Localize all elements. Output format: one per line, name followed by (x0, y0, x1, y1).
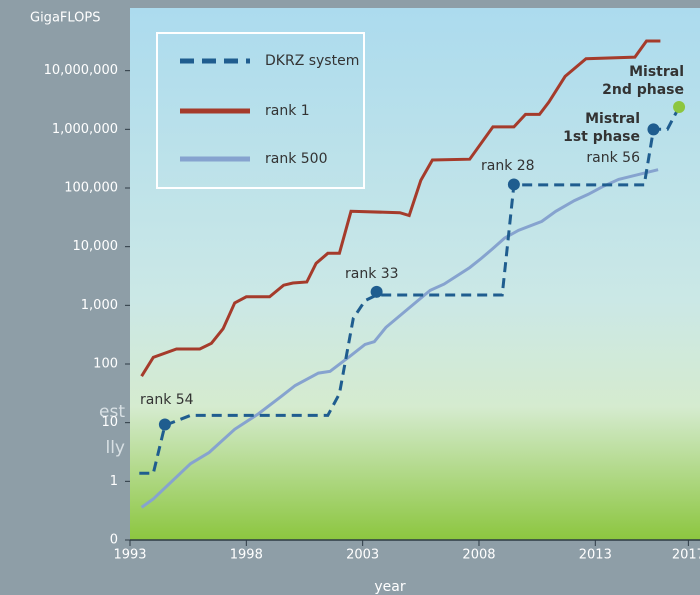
annotation: 2nd phase (602, 82, 684, 98)
annotation: rank 54 (140, 392, 194, 408)
point-marker (370, 285, 383, 298)
point-marker (507, 178, 520, 191)
x-tick-label: 2013 (579, 548, 612, 563)
y-tick-label: 1,000,000 (52, 122, 118, 137)
annotation: rank 33 (345, 266, 399, 282)
legend-box (156, 32, 365, 189)
y-tick-label: 100,000 (64, 181, 118, 196)
x-axis-label: year (374, 579, 405, 595)
y-tick-label: 100 (93, 357, 118, 372)
x-tick-label: 2017 (672, 548, 700, 563)
plot-area (130, 8, 700, 540)
annotation: Mistral (629, 64, 684, 80)
point-marker (158, 418, 171, 431)
x-tick-label: 2008 (462, 548, 495, 563)
y-tick-label: 10 (101, 415, 118, 430)
annotation: Mistral (585, 111, 640, 127)
legend-label: rank 1 (265, 103, 310, 119)
series-line (140, 168, 659, 509)
side-text: lly (105, 438, 125, 458)
x-tick-label: 1993 (113, 548, 146, 563)
y-tick-label: 10,000,000 (44, 63, 118, 78)
y-tick-label: 1 (110, 474, 118, 489)
point-marker (647, 123, 660, 136)
x-tick-label: 2003 (346, 548, 379, 563)
y-tick-label: 0 (110, 533, 118, 548)
series-line (139, 106, 681, 475)
legend-label: DKRZ system (265, 53, 359, 69)
annotation: rank 56 (586, 150, 640, 166)
annotation: 1st phase (563, 129, 640, 145)
legend-label: rank 500 (265, 151, 328, 167)
side-text: est (99, 402, 125, 422)
y-tick-label: 1,000 (81, 298, 118, 313)
x-tick-label: 1998 (230, 548, 263, 563)
series-line (140, 39, 661, 377)
y-unit-label: GigaFLOPS (30, 11, 100, 26)
y-tick-label: 10,000 (73, 239, 119, 254)
annotation: rank 28 (481, 158, 535, 174)
point-marker (673, 101, 686, 114)
